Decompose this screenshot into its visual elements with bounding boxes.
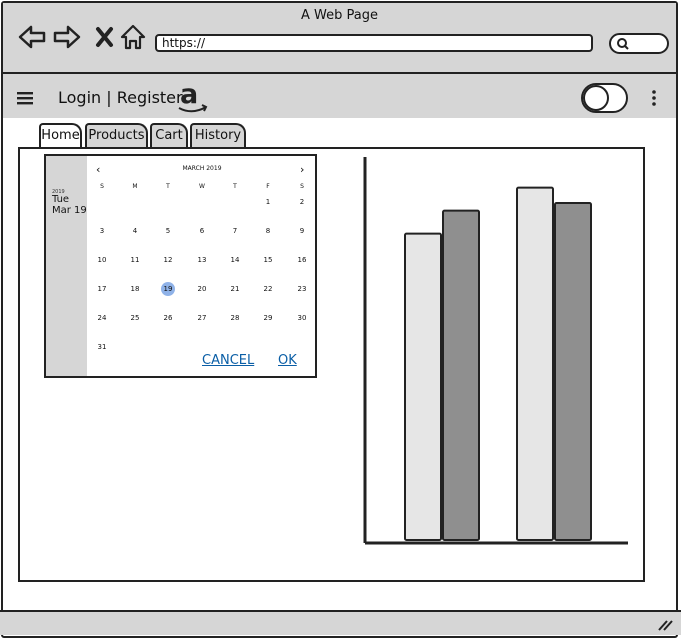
forward-arrow-icon[interactable] bbox=[53, 23, 81, 51]
url-field[interactable]: https:// bbox=[155, 34, 593, 52]
tab-products[interactable]: Products bbox=[85, 123, 148, 147]
selected-weekday: Tue bbox=[52, 194, 70, 205]
search-icon bbox=[617, 38, 629, 50]
browser-search-field[interactable] bbox=[609, 33, 669, 54]
weekday-header: T bbox=[233, 183, 237, 190]
amazon-logo-icon: a bbox=[178, 79, 208, 113]
calendar-day[interactable]: 30 bbox=[297, 314, 307, 322]
calendar-day[interactable]: 21 bbox=[230, 285, 240, 293]
calendar-day[interactable]: 23 bbox=[297, 285, 307, 293]
chart-bar bbox=[554, 201, 592, 542]
calendar-day[interactable]: 7 bbox=[232, 227, 238, 235]
home-icon[interactable] bbox=[119, 23, 147, 51]
weekday-header: T bbox=[166, 183, 170, 190]
hamburger-menu-icon[interactable] bbox=[17, 91, 33, 105]
calendar-day[interactable]: 24 bbox=[97, 314, 107, 322]
chart-bar bbox=[442, 209, 480, 542]
calendar-day[interactable]: 1 bbox=[265, 198, 271, 206]
calendar-day[interactable]: 25 bbox=[130, 314, 140, 322]
calendar-day[interactable]: 8 bbox=[265, 227, 271, 235]
calendar-day[interactable]: 4 bbox=[132, 227, 138, 235]
selected-year: 2019 bbox=[52, 189, 65, 195]
calendar-day[interactable]: 11 bbox=[130, 256, 140, 264]
selected-date: Mar 19 bbox=[52, 205, 87, 216]
title-bar: A Web Page https:// bbox=[3, 3, 676, 74]
calendar-day[interactable]: 16 bbox=[297, 256, 307, 264]
close-icon[interactable] bbox=[91, 23, 119, 51]
tab-home[interactable]: Home bbox=[39, 123, 82, 147]
calendar-day[interactable]: 26 bbox=[163, 314, 173, 322]
tab-history[interactable]: History bbox=[190, 123, 246, 147]
weekday-header: M bbox=[132, 183, 138, 190]
weekday-header: S bbox=[100, 183, 104, 190]
back-arrow-icon[interactable] bbox=[18, 23, 46, 51]
brand-logo-letter: a bbox=[180, 79, 198, 110]
status-bar bbox=[0, 610, 681, 635]
calendar-day[interactable]: 19 bbox=[159, 282, 177, 296]
cancel-button[interactable]: CANCEL bbox=[202, 353, 255, 368]
window-title: A Web Page bbox=[301, 8, 378, 23]
ok-button[interactable]: OK bbox=[278, 353, 297, 368]
calendar-day[interactable]: 6 bbox=[199, 227, 205, 235]
weekday-header: W bbox=[199, 183, 205, 190]
calendar-day[interactable]: 22 bbox=[263, 285, 273, 293]
calendar-day[interactable]: 20 bbox=[197, 285, 207, 293]
calendar-day[interactable]: 28 bbox=[230, 314, 240, 322]
tab-cart[interactable]: Cart bbox=[150, 123, 188, 147]
month-label: MARCH 2019 bbox=[182, 165, 222, 172]
weekday-header: F bbox=[266, 183, 270, 190]
more-options-icon[interactable] bbox=[651, 90, 657, 106]
calendar-day[interactable]: 27 bbox=[197, 314, 207, 322]
calendar-day[interactable]: 9 bbox=[299, 227, 305, 235]
calendar-day[interactable]: 31 bbox=[97, 343, 107, 351]
resize-grip-icon[interactable] bbox=[657, 617, 673, 631]
calendar-day[interactable]: 5 bbox=[165, 227, 171, 235]
calendar-day[interactable]: 14 bbox=[230, 256, 240, 264]
chart-bar bbox=[516, 186, 554, 541]
calendar-day[interactable]: 15 bbox=[263, 256, 273, 264]
calendar-day[interactable]: 12 bbox=[163, 256, 173, 264]
app-header: a bbox=[3, 74, 676, 118]
selected-day-marker: 19 bbox=[161, 282, 175, 296]
chart-bar bbox=[404, 232, 442, 541]
login-register-link[interactable]: Login | Register bbox=[58, 88, 183, 107]
calendar-day[interactable]: 3 bbox=[99, 227, 105, 235]
previous-month-icon[interactable]: ‹ bbox=[96, 163, 101, 176]
bar-chart bbox=[363, 157, 628, 545]
calendar-day[interactable]: 18 bbox=[130, 285, 140, 293]
next-month-icon[interactable]: › bbox=[300, 163, 305, 176]
weekday-header: S bbox=[300, 183, 304, 190]
calendar-day[interactable]: 17 bbox=[97, 285, 107, 293]
calendar-day[interactable]: 2 bbox=[299, 198, 305, 206]
calendar-day[interactable]: 10 bbox=[97, 256, 107, 264]
calendar-day[interactable]: 13 bbox=[197, 256, 207, 264]
date-picker-summary: 2019 Tue Mar 19 bbox=[46, 156, 87, 376]
toggle-switch[interactable] bbox=[581, 83, 629, 113]
calendar-day[interactable]: 29 bbox=[263, 314, 273, 322]
